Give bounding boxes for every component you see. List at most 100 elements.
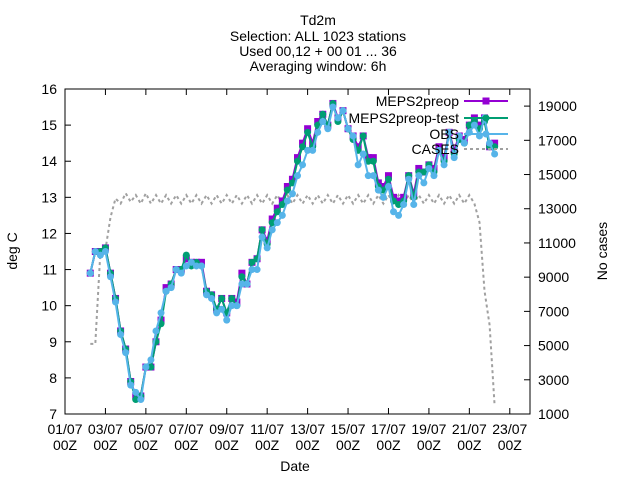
x-tick-label-date: 07/07 <box>169 421 204 437</box>
data-point <box>192 262 200 270</box>
data-point <box>162 284 170 292</box>
y-tick-label: 13 <box>41 189 57 205</box>
legend-marker <box>482 130 490 138</box>
legend-label-obs: OBS <box>429 126 459 142</box>
data-point <box>213 309 221 317</box>
y-tick-label: 10 <box>41 298 57 314</box>
data-point <box>248 266 256 274</box>
data-point <box>86 269 94 277</box>
data-point <box>258 233 266 241</box>
x-tick-label-hour: 00Z <box>417 437 442 453</box>
data-point <box>117 331 125 339</box>
data-point <box>273 204 281 212</box>
data-point <box>96 251 104 259</box>
data-point <box>238 269 246 277</box>
chart-title-line-2: Selection: ALL 1023 stations <box>230 28 406 44</box>
data-point <box>278 197 286 205</box>
data-point <box>491 139 499 147</box>
data-point <box>278 211 286 219</box>
y-tick-label: 15 <box>41 117 57 133</box>
y-tick-label: 9 <box>49 334 57 350</box>
data-point <box>203 291 211 299</box>
y2-tick-label: 3000 <box>538 372 569 388</box>
data-point <box>253 266 261 274</box>
y2-tick-label: 9000 <box>538 269 569 285</box>
data-point <box>299 139 307 147</box>
data-point <box>167 284 175 292</box>
data-point <box>384 172 392 180</box>
x-tick-label-hour: 00Z <box>296 437 321 453</box>
x-tick-label-hour: 00Z <box>255 437 280 453</box>
data-point <box>430 172 438 180</box>
data-point <box>379 193 387 201</box>
data-point <box>455 132 463 140</box>
data-point <box>369 172 377 180</box>
data-point <box>182 262 190 270</box>
data-point <box>460 139 468 147</box>
series-cases <box>90 191 496 406</box>
data-point <box>324 125 332 133</box>
x-tick-label-date: 01/07 <box>47 421 82 437</box>
data-point <box>172 266 180 274</box>
data-point <box>445 128 453 136</box>
data-point <box>395 197 403 205</box>
data-point <box>294 154 301 162</box>
y2-tick-label: 1000 <box>538 406 569 422</box>
x-tick-label-date: 23/07 <box>492 421 527 437</box>
data-point <box>228 302 236 310</box>
chart-title-line-4: Averaging window: 6h <box>250 58 387 74</box>
y2-tick-label: 7000 <box>538 303 569 319</box>
data-point <box>339 107 347 115</box>
legend-label-meps2preop-test: MEPS2preop-test <box>349 110 460 126</box>
data-point <box>435 146 443 154</box>
y-tick-label: 16 <box>41 81 57 97</box>
series-obs <box>86 103 499 404</box>
data-point <box>182 255 190 263</box>
data-point <box>405 175 413 183</box>
data-point <box>132 388 140 396</box>
data-point <box>304 146 312 154</box>
data-point <box>243 280 251 288</box>
x-tick-label-date: 09/07 <box>209 421 244 437</box>
data-point <box>228 294 236 302</box>
data-point <box>314 118 322 125</box>
data-point <box>294 157 301 165</box>
data-point <box>294 172 301 180</box>
data-point <box>415 164 423 172</box>
data-point <box>470 121 478 129</box>
data-point <box>268 219 276 227</box>
data-point <box>283 197 291 205</box>
data-point <box>420 179 428 187</box>
x-tick-label-date: 19/07 <box>411 421 446 437</box>
data-point <box>359 132 367 140</box>
data-point <box>369 154 377 162</box>
data-point <box>142 363 150 371</box>
data-point <box>223 316 231 324</box>
data-point <box>283 183 291 190</box>
data-point <box>344 125 352 133</box>
data-point <box>319 110 327 118</box>
data-point <box>364 157 372 165</box>
data-point <box>309 146 317 154</box>
data-point <box>106 273 114 281</box>
data-point <box>425 164 433 172</box>
data-point <box>147 356 155 364</box>
data-point <box>349 132 357 140</box>
x-tick-label-hour: 00Z <box>134 437 159 453</box>
data-point <box>101 248 109 255</box>
data-point <box>334 114 342 122</box>
y-tick-label: 7 <box>49 406 57 422</box>
data-point <box>112 298 120 306</box>
x-tick-label-date: 17/07 <box>371 421 406 437</box>
data-point <box>197 262 205 270</box>
data-point <box>435 143 443 151</box>
x-tick-label-date: 03/07 <box>88 421 123 437</box>
y-axis-label: deg C <box>4 232 20 269</box>
data-point <box>233 302 241 310</box>
x-tick-label-date: 11/07 <box>250 421 284 437</box>
data-point <box>122 349 130 357</box>
y-tick-label: 8 <box>49 370 57 386</box>
axes-layer: 7 8 9 10 11 12 13 14 15 16 1000 3000 5000 7000 9000 110… <box>41 81 577 453</box>
data-point <box>268 226 276 234</box>
